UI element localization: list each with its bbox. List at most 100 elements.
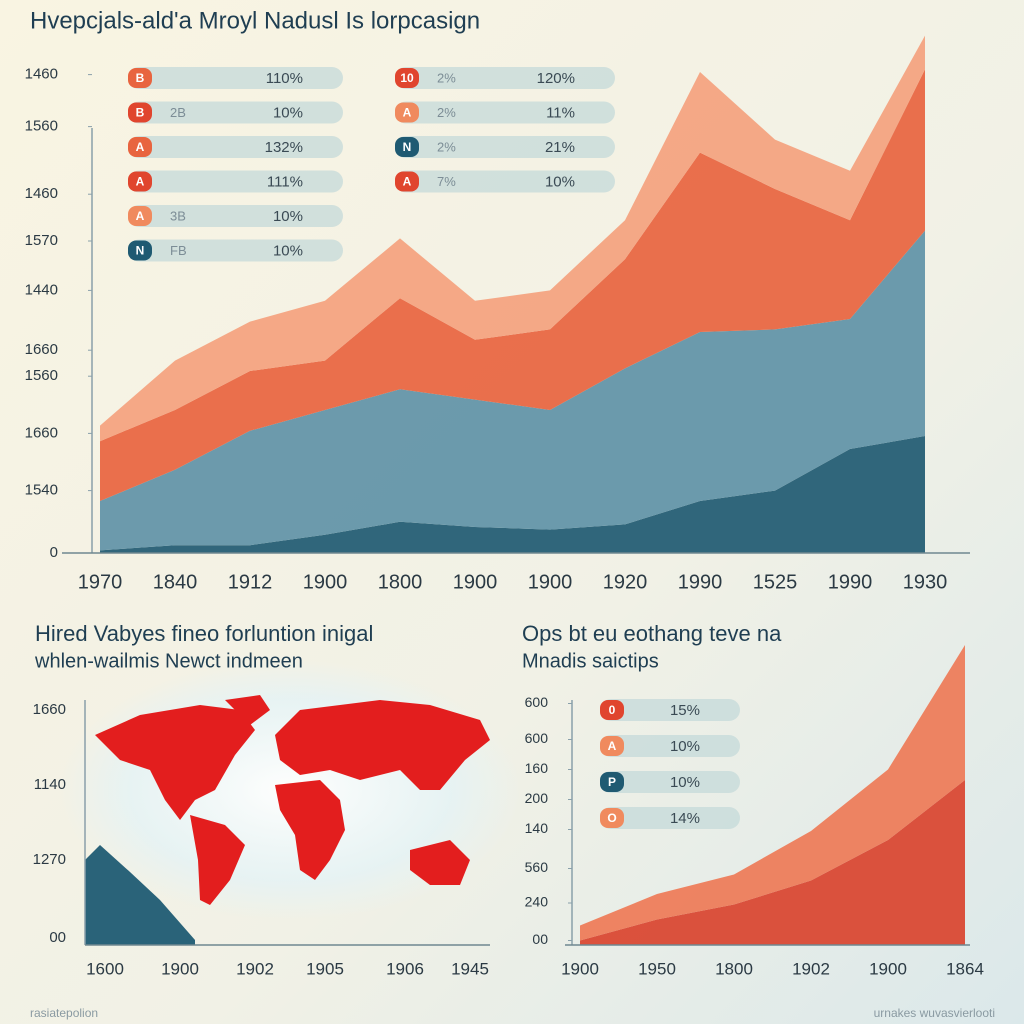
legend-badge bbox=[128, 206, 152, 226]
legend-badge-text: A bbox=[608, 739, 617, 753]
legend-badge bbox=[600, 772, 624, 792]
continent bbox=[95, 705, 255, 820]
legend-badge-text: 0 bbox=[609, 703, 616, 717]
y-tick-label: 1560 bbox=[25, 118, 58, 135]
area bbox=[100, 436, 925, 553]
legend-pill bbox=[128, 67, 343, 89]
x-tick-label: 1950 bbox=[638, 959, 676, 978]
legend-value: 11% bbox=[546, 104, 575, 121]
x-tick-label: 1525 bbox=[753, 571, 798, 593]
continent bbox=[275, 780, 345, 880]
legend-badge bbox=[600, 736, 624, 756]
legend-value: 120% bbox=[537, 70, 575, 87]
x-tick-label: 1902 bbox=[792, 959, 830, 978]
legend-badge bbox=[600, 808, 624, 828]
x-tick-label: 1864 bbox=[946, 959, 984, 978]
footer-right: urnakes wuvasvierlooti bbox=[874, 1006, 995, 1020]
legend-badge-text: A bbox=[136, 140, 145, 154]
y-tick-label: 1570 bbox=[25, 232, 58, 249]
area bbox=[100, 230, 925, 551]
legend-badge-text: B bbox=[136, 106, 145, 120]
legend-pill bbox=[395, 67, 615, 89]
legend-pill bbox=[600, 807, 740, 829]
y-tick-label: 560 bbox=[525, 859, 549, 875]
legend-badge-text: O bbox=[607, 811, 616, 825]
legend-value: 10% bbox=[273, 242, 303, 259]
y-tick-label: 1660 bbox=[25, 424, 58, 441]
x-tick-label: 1840 bbox=[153, 571, 198, 593]
y-label: 1140 bbox=[34, 776, 66, 793]
continent bbox=[410, 840, 470, 885]
y-label: 00 bbox=[49, 929, 66, 946]
x-label: 1905 bbox=[306, 959, 344, 978]
legend-value: 110% bbox=[266, 70, 303, 87]
y-tick-label: 600 bbox=[525, 694, 549, 710]
legend-badge bbox=[128, 68, 152, 88]
legend-badge bbox=[395, 102, 419, 123]
continent bbox=[225, 695, 270, 725]
x-tick-label: 1900 bbox=[869, 959, 907, 978]
legend-label: FB bbox=[170, 243, 187, 258]
legend-pill bbox=[395, 101, 615, 124]
chart-title: Hired Vabyes fineo forluntion inigal bbox=[35, 621, 373, 646]
legend-value: 15% bbox=[670, 702, 700, 719]
x-tick-label: 1990 bbox=[678, 571, 723, 593]
legend-badge bbox=[128, 137, 152, 157]
legend-pill bbox=[600, 771, 740, 793]
chart-title: Hvepcjals-ald'a Mroyl Nadusl Is lorpcasi… bbox=[30, 7, 480, 34]
legend-label: 7% bbox=[437, 174, 456, 189]
x-tick-label: 1900 bbox=[528, 571, 573, 593]
x-label: 1600 bbox=[86, 959, 124, 978]
legend-badge bbox=[395, 137, 419, 157]
x-label: 1900 bbox=[161, 959, 199, 978]
x-tick-label: 1900 bbox=[303, 571, 348, 593]
x-tick-label: 1800 bbox=[715, 959, 753, 978]
legend-pill bbox=[128, 239, 343, 262]
x-tick-label: 1990 bbox=[828, 571, 873, 593]
y-tick-label: 1540 bbox=[25, 482, 58, 499]
legend-label: 2% bbox=[437, 70, 456, 85]
legend-pill bbox=[600, 735, 740, 757]
y-tick-label: 140 bbox=[525, 820, 549, 836]
area bbox=[100, 35, 925, 442]
legend-label: 2% bbox=[437, 105, 456, 120]
y-tick-label: 1560 bbox=[25, 367, 58, 384]
x-label: 1945 bbox=[451, 959, 489, 978]
legend-label: 3B bbox=[170, 208, 186, 223]
map-area bbox=[85, 845, 195, 945]
continent bbox=[190, 815, 245, 905]
legend-label: 2% bbox=[437, 139, 456, 154]
legend-badge bbox=[395, 171, 419, 192]
x-tick-label: 1912 bbox=[228, 571, 273, 593]
y-tick-label: 0 bbox=[50, 544, 58, 561]
y-tick-label: 1460 bbox=[25, 66, 58, 83]
chart-subtitle: Mnadis saictips bbox=[522, 650, 659, 672]
area bbox=[100, 69, 925, 502]
legend-badge bbox=[395, 68, 419, 88]
legend-value: 21% bbox=[545, 139, 575, 156]
legend-value: 132% bbox=[265, 139, 303, 156]
legend-badge-text: A bbox=[136, 175, 145, 189]
legend-badge-text: 10 bbox=[400, 71, 414, 85]
legend-value: 111% bbox=[267, 173, 303, 190]
x-label: 1902 bbox=[236, 959, 274, 978]
footer-left: rasiatepolion bbox=[30, 1006, 98, 1020]
y-label: 1660 bbox=[33, 701, 66, 718]
legend-pill bbox=[128, 136, 343, 158]
x-tick-label: 1800 bbox=[378, 571, 423, 593]
legend-value: 10% bbox=[670, 774, 700, 791]
area bbox=[580, 645, 965, 941]
x-label: 1906 bbox=[386, 959, 424, 978]
legend-badge-text: B bbox=[136, 71, 145, 85]
y-tick-label: 00 bbox=[532, 931, 548, 947]
y-tick-label: 200 bbox=[525, 790, 549, 806]
legend-badge-text: A bbox=[403, 106, 412, 120]
legend-badge bbox=[128, 102, 152, 123]
legend-badge-text: P bbox=[608, 775, 616, 789]
world-map bbox=[60, 660, 520, 945]
y-tick-label: 240 bbox=[525, 894, 549, 910]
y-tick-label: 1440 bbox=[25, 281, 58, 298]
legend-badge bbox=[128, 171, 152, 192]
